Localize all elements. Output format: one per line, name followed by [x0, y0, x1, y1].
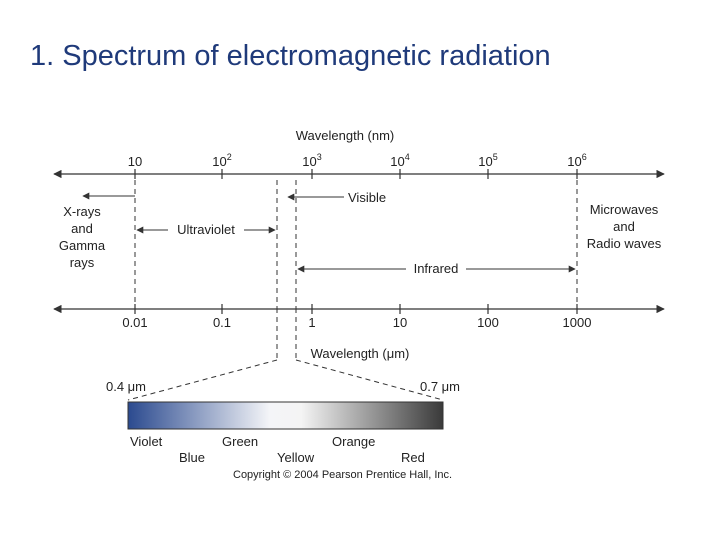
- ultraviolet-label: Ultraviolet: [177, 222, 235, 237]
- top-tick-base: 10: [302, 154, 316, 169]
- visible-spectrum-bar: [127, 401, 444, 430]
- xray-label-line: X-rays: [63, 204, 101, 219]
- bottom-axis-ticks: 0.01 0.1 1 10 100 1000: [122, 315, 591, 330]
- top-tick-4: 104: [390, 152, 409, 169]
- top-tick-base: 10: [478, 154, 492, 169]
- top-axis-tick-marks: [134, 169, 578, 179]
- svg-text:106: 106: [567, 152, 586, 169]
- top-tick-base: 10: [212, 154, 226, 169]
- top-tick-exp: 4: [405, 152, 410, 162]
- xray-label-line: Gamma: [59, 238, 106, 253]
- bottom-tick: 1: [308, 315, 315, 330]
- visible-end-label: 0.7 μm: [420, 379, 460, 394]
- microwave-label: Microwaves and Radio waves: [587, 202, 662, 251]
- bottom-tick: 100: [477, 315, 499, 330]
- top-tick-exp: 6: [582, 152, 587, 162]
- color-label-blue: Blue: [179, 450, 205, 465]
- top-tick-exp: 3: [317, 152, 322, 162]
- svg-text:10: 10: [128, 154, 142, 169]
- microwave-label-line: Microwaves: [590, 202, 659, 217]
- bottom-tick: 1000: [563, 315, 592, 330]
- top-tick-3: 103: [302, 152, 321, 169]
- top-tick-5: 105: [478, 152, 497, 169]
- top-tick-base: 10: [390, 154, 404, 169]
- color-label-red: Red: [401, 450, 425, 465]
- xray-label-line: and: [71, 221, 93, 236]
- bottom-tick: 0.1: [213, 315, 231, 330]
- xray-label-line: rays: [70, 255, 95, 270]
- svg-text:104: 104: [390, 152, 409, 169]
- color-label-orange: Orange: [332, 434, 375, 449]
- visible-label: Visible: [348, 190, 386, 205]
- microwave-label-line: Radio waves: [587, 236, 662, 251]
- top-axis-ticks: 10 102 103 104 105 106: [128, 152, 587, 169]
- top-axis-label: Wavelength (nm): [296, 128, 395, 143]
- xray-label: X-rays and Gamma rays: [59, 204, 106, 270]
- top-tick-1: 10: [128, 154, 142, 169]
- top-tick-6: 106: [567, 152, 586, 169]
- bottom-axis-label: Wavelength (μm): [311, 346, 410, 361]
- color-label-green: Green: [222, 434, 258, 449]
- slide-title: 1. Spectrum of electromagnetic radiation: [30, 40, 551, 72]
- top-tick-exp: 2: [227, 152, 232, 162]
- color-label-violet: Violet: [130, 434, 163, 449]
- bottom-axis-tick-marks: [134, 304, 578, 314]
- top-tick-2: 102: [212, 152, 231, 169]
- top-tick-exp: 5: [493, 152, 498, 162]
- svg-text:105: 105: [478, 152, 497, 169]
- bottom-tick: 0.01: [122, 315, 147, 330]
- top-tick-base: 10: [567, 154, 581, 169]
- visible-start-label: 0.4 μm: [106, 379, 146, 394]
- infrared-label: Infrared: [414, 261, 459, 276]
- svg-text:103: 103: [302, 152, 321, 169]
- copyright-text: Copyright © 2004 Pearson Prentice Hall, …: [233, 469, 452, 481]
- color-label-yellow: Yellow: [277, 450, 315, 465]
- svg-text:102: 102: [212, 152, 231, 169]
- bottom-tick: 10: [393, 315, 407, 330]
- microwave-label-line: and: [613, 219, 635, 234]
- region-boundaries: [127, 180, 578, 401]
- top-tick-base: 10: [128, 154, 142, 169]
